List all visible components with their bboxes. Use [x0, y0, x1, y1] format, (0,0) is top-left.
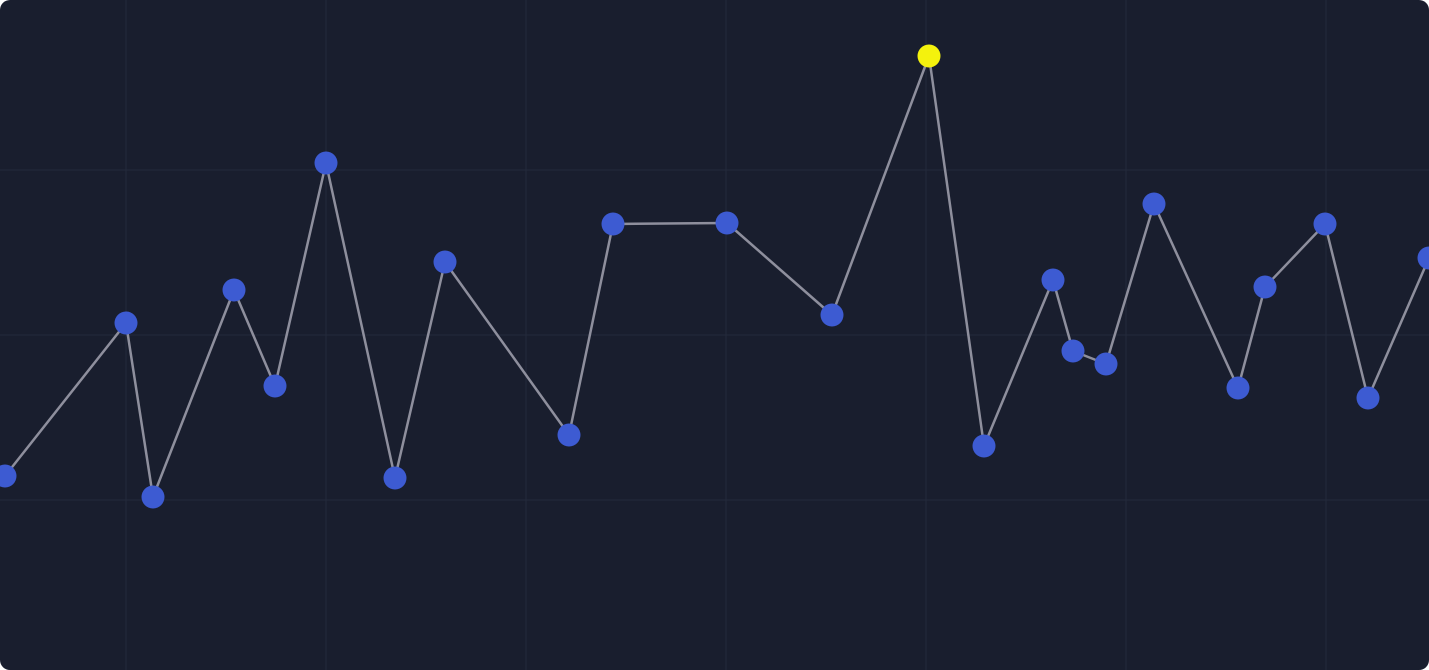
- data-point[interactable]: [263, 374, 287, 398]
- data-point[interactable]: [1061, 339, 1085, 363]
- data-point-layer: [0, 44, 1429, 509]
- data-point[interactable]: [557, 423, 581, 447]
- data-point[interactable]: [972, 434, 996, 458]
- data-point[interactable]: [383, 466, 407, 490]
- data-point[interactable]: [1313, 212, 1337, 236]
- data-point[interactable]: [601, 212, 625, 236]
- data-point[interactable]: [820, 303, 844, 327]
- data-point[interactable]: [715, 211, 739, 235]
- highlighted-data-point[interactable]: [917, 44, 941, 68]
- data-point[interactable]: [114, 311, 138, 335]
- data-point[interactable]: [1094, 352, 1118, 376]
- data-point[interactable]: [433, 250, 457, 274]
- data-point[interactable]: [222, 278, 246, 302]
- data-point[interactable]: [141, 485, 165, 509]
- data-point[interactable]: [1226, 376, 1250, 400]
- data-point[interactable]: [1356, 386, 1380, 410]
- data-point[interactable]: [314, 151, 338, 175]
- data-point[interactable]: [0, 464, 17, 488]
- data-point[interactable]: [1041, 268, 1065, 292]
- data-point[interactable]: [1417, 246, 1429, 270]
- data-point[interactable]: [1142, 192, 1166, 216]
- data-point[interactable]: [1253, 275, 1277, 299]
